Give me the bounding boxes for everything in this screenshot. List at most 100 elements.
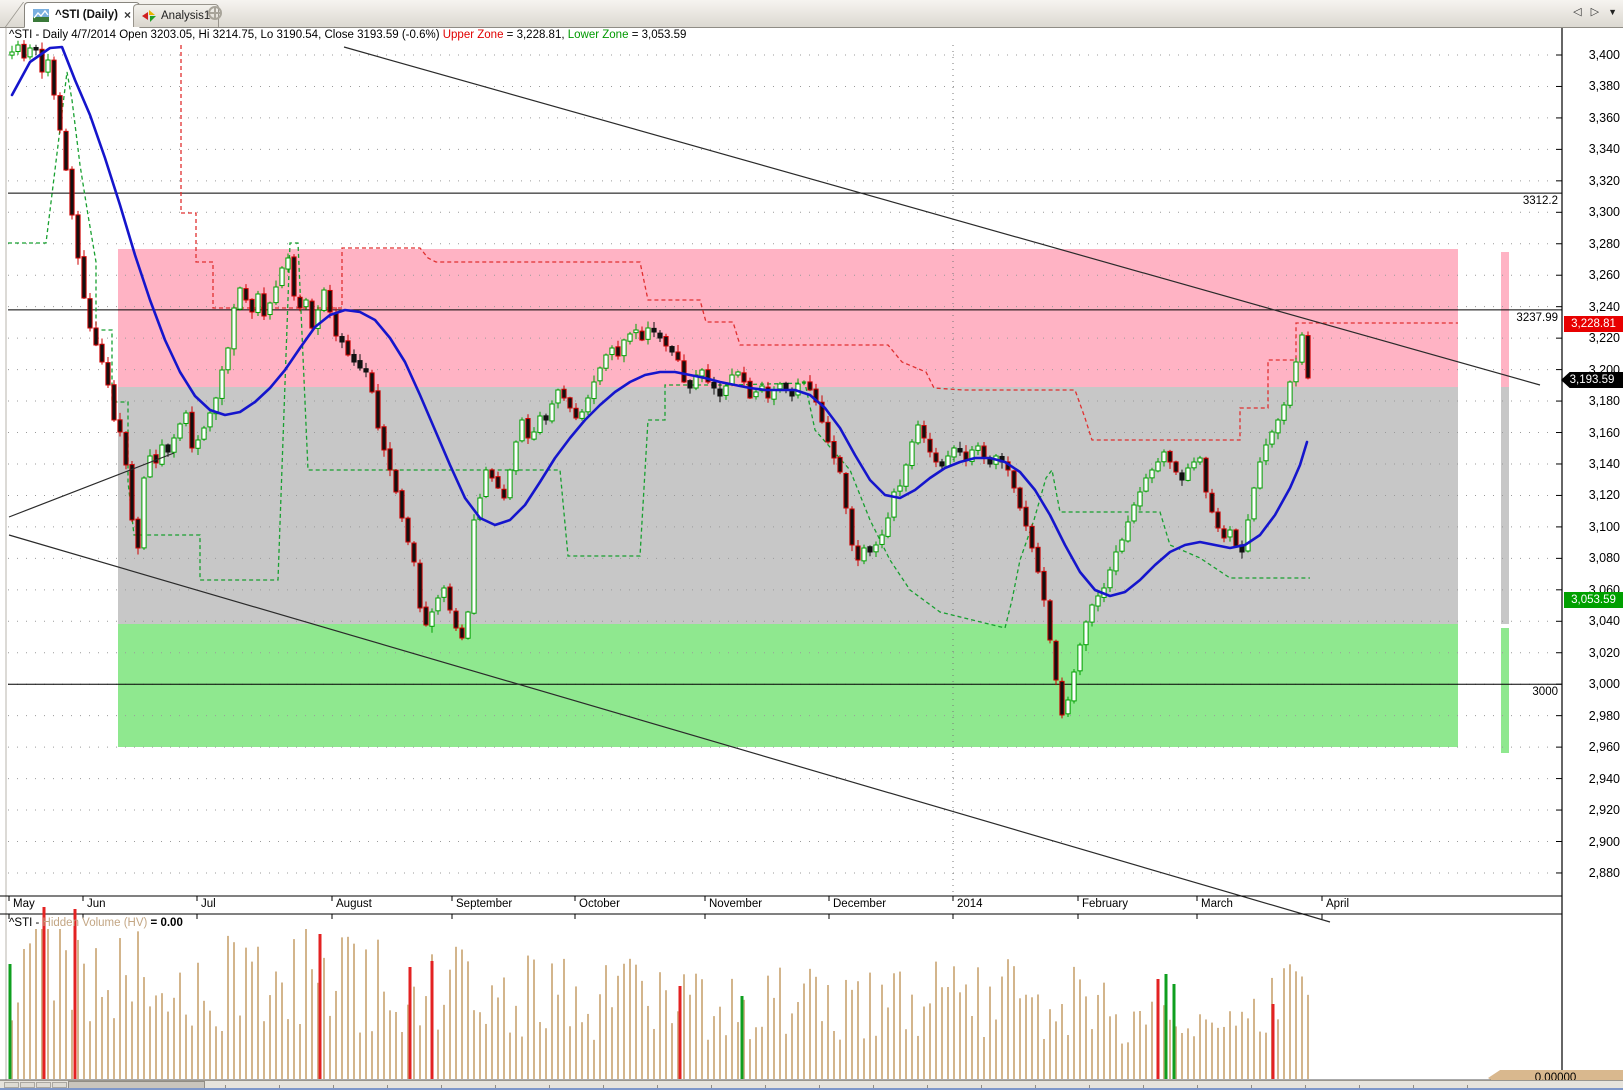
tab-label: Analysis1 <box>161 10 211 22</box>
tab-sti-daily[interactable]: ^STI (Daily) × <box>24 2 140 28</box>
chart-thumbnail-icon <box>33 8 49 22</box>
scrollbar-tick <box>981 1085 982 1089</box>
scrollbar-step-cell[interactable] <box>20 1082 35 1088</box>
tab-scroll-right-icon[interactable]: ▷ <box>1590 6 1600 18</box>
level-price-label: 3237.99 <box>1516 311 1558 324</box>
price-axis-label: 3,120 <box>1588 488 1620 503</box>
month-axis-label: October <box>579 898 620 910</box>
scrollbar-tick <box>819 1085 820 1089</box>
lower-zone-price-badge: 3,053.59 <box>1564 592 1623 608</box>
upper-zone-value: = 3,228.81, <box>506 29 565 41</box>
scrollbar-tick <box>549 1085 550 1089</box>
volume-spike-bar <box>8 964 12 1079</box>
scrollbar-tick <box>873 1085 874 1089</box>
scrollbar-tick <box>657 1085 658 1089</box>
volume-spike-bar <box>430 961 434 1079</box>
compass-plus-icon[interactable] <box>208 6 222 20</box>
ohlc-text: ^STI - Daily 4/7/2014 Open 3203.05, Hi 3… <box>9 29 440 41</box>
price-axis-label: 3,340 <box>1588 142 1620 157</box>
tab-label: ^STI (Daily) <box>55 9 118 21</box>
price-axis-label: 3,320 <box>1588 173 1620 188</box>
volume-spike-bar <box>318 934 322 1079</box>
price-axis-label: 2,900 <box>1588 834 1620 849</box>
volume-pane-header: ^STI - Hidden Volume (HV) = 0.00 <box>9 917 183 929</box>
scrollbar-tick <box>765 1085 766 1089</box>
quote-status-line: ^STI - Daily 4/7/2014 Open 3203.05, Hi 3… <box>9 29 686 41</box>
tab-analysis1[interactable]: Analysis1 <box>133 4 220 27</box>
last-close-price-badge: 3,193.59 <box>1561 372 1623 388</box>
scrollbar-tick <box>1143 1085 1144 1089</box>
volume-spike-bar <box>1172 984 1176 1079</box>
upper-zone-label: Upper Zone <box>442 29 504 41</box>
tab-scroll-left-icon[interactable]: ◁ <box>1573 6 1582 18</box>
lower-zone-value: = 3,053.59 <box>631 29 687 41</box>
scrollbar-tick <box>441 1085 442 1089</box>
month-axis-label: Jul <box>201 898 216 910</box>
price-axis-label: 2,940 <box>1588 771 1620 786</box>
volume-spike-bar <box>1156 979 1160 1079</box>
scrollbar-tick <box>225 1085 226 1089</box>
price-axis-label: 3,400 <box>1588 48 1620 62</box>
window-bottom-edge <box>0 1088 1623 1090</box>
trendlines[interactable] <box>8 46 1541 923</box>
scrollbar-tick <box>279 1085 280 1089</box>
level-price-label: 3312.2 <box>1522 195 1558 208</box>
price-axis-label: 3,100 <box>1588 519 1620 534</box>
moving-average-line <box>10 45 1309 598</box>
price-axis-label: 3,180 <box>1588 394 1620 409</box>
scrollbar-tick <box>1197 1085 1198 1089</box>
candlestick-series <box>9 40 1311 719</box>
upper-zone-price-badge: 3,228.81 <box>1564 316 1623 332</box>
volume-spike-bar <box>42 907 46 1079</box>
scrollbar-tick <box>1359 1085 1360 1089</box>
price-axis-label: 3,020 <box>1588 645 1620 660</box>
price-axis-label: 3,080 <box>1588 551 1620 566</box>
month-axis-label: September <box>456 898 513 910</box>
tab-close-icon[interactable]: × <box>123 8 131 22</box>
scrollbar-tick <box>1467 1085 1468 1089</box>
scrollbar-tick <box>1413 1085 1414 1089</box>
price-axis-label: 3,140 <box>1588 456 1620 471</box>
scrollbar-tick <box>603 1085 604 1089</box>
price-axis-label: 2,880 <box>1588 865 1620 880</box>
price-axis-label: 3,000 <box>1588 677 1620 692</box>
zone-bands <box>118 249 1509 753</box>
month-axis-label: Jun <box>87 898 106 910</box>
date-axis-band <box>0 895 1562 919</box>
scrollbar-step-cell[interactable] <box>36 1082 51 1088</box>
month-axis-label: May <box>13 898 35 910</box>
price-axis-label: 3,160 <box>1588 425 1620 440</box>
month-axis-label: August <box>336 898 372 910</box>
volume-spike-bar <box>1164 974 1168 1079</box>
price-axis-label: 3,380 <box>1588 79 1620 94</box>
month-axis-label: 2014 <box>957 898 983 910</box>
price-axis-label: 2,960 <box>1588 740 1620 755</box>
scrollbar-tick <box>1035 1085 1036 1089</box>
volume-indicator-name: Hidden Volume (HV) <box>42 917 148 929</box>
tab-list-dropdown-icon[interactable]: ▼ <box>1608 6 1617 17</box>
volume-spike-bar <box>73 909 77 1079</box>
month-axis-label: March <box>1201 898 1233 910</box>
scrollbar-tick <box>495 1085 496 1089</box>
price-axis-label: 3,240 <box>1588 299 1620 314</box>
scrollbar-tick <box>1251 1085 1252 1089</box>
level-price-label: 3000 <box>1532 686 1558 699</box>
price-gridlines <box>8 54 1562 874</box>
scrollbar-step-cell[interactable] <box>52 1082 67 1088</box>
price-axis-label: 2,980 <box>1588 708 1620 723</box>
price-axis-label: 3,220 <box>1588 331 1620 346</box>
price-axis-label: 3,280 <box>1588 236 1620 251</box>
price-axis-label: 3,040 <box>1588 614 1620 629</box>
scrollbar-tick <box>1305 1085 1306 1089</box>
price-axis-label: 3,300 <box>1588 205 1620 220</box>
scrollbar-tick <box>711 1085 712 1089</box>
volume-spike-bar <box>678 986 682 1079</box>
month-axis-label: April <box>1326 898 1350 910</box>
scrollbar-step-cell[interactable] <box>4 1082 19 1088</box>
scrollbar-tick <box>927 1085 928 1089</box>
volume-spike-bar <box>740 996 744 1079</box>
price-axis-label: 3,260 <box>1588 268 1620 283</box>
analysis-icon <box>142 9 156 22</box>
lower-zone-step-line <box>8 71 1310 629</box>
